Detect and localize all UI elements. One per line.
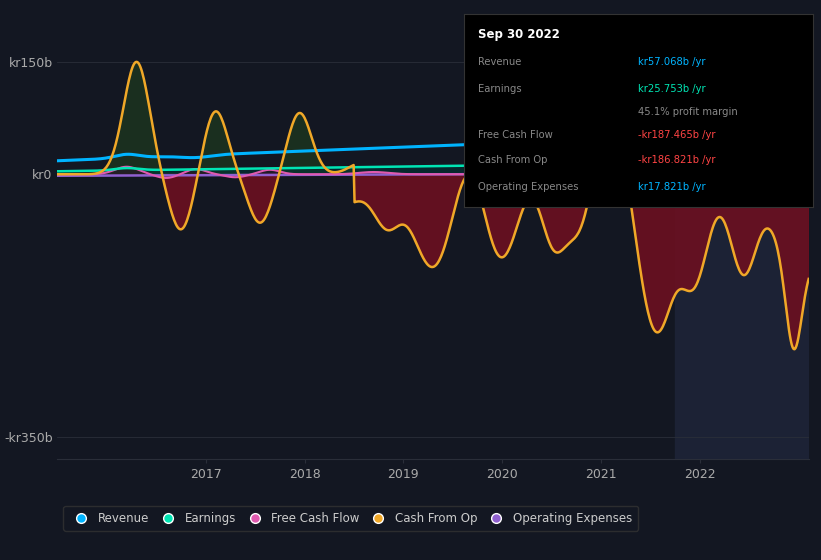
Legend: Revenue, Earnings, Free Cash Flow, Cash From Op, Operating Expenses: Revenue, Earnings, Free Cash Flow, Cash … (63, 506, 638, 531)
Text: Earnings: Earnings (478, 83, 521, 94)
Text: -kr186.821b /yr: -kr186.821b /yr (639, 155, 716, 165)
Text: Free Cash Flow: Free Cash Flow (478, 130, 553, 140)
Text: kr17.821b /yr: kr17.821b /yr (639, 182, 706, 192)
Text: kr25.753b /yr: kr25.753b /yr (639, 83, 706, 94)
Text: Operating Expenses: Operating Expenses (478, 182, 578, 192)
Text: 45.1% profit margin: 45.1% profit margin (639, 107, 738, 116)
Text: Revenue: Revenue (478, 57, 521, 67)
Text: -kr187.465b /yr: -kr187.465b /yr (639, 130, 716, 140)
Bar (675, 17, 809, 459)
Text: Sep 30 2022: Sep 30 2022 (478, 27, 560, 40)
Text: kr57.068b /yr: kr57.068b /yr (639, 57, 706, 67)
Text: Cash From Op: Cash From Op (478, 155, 548, 165)
